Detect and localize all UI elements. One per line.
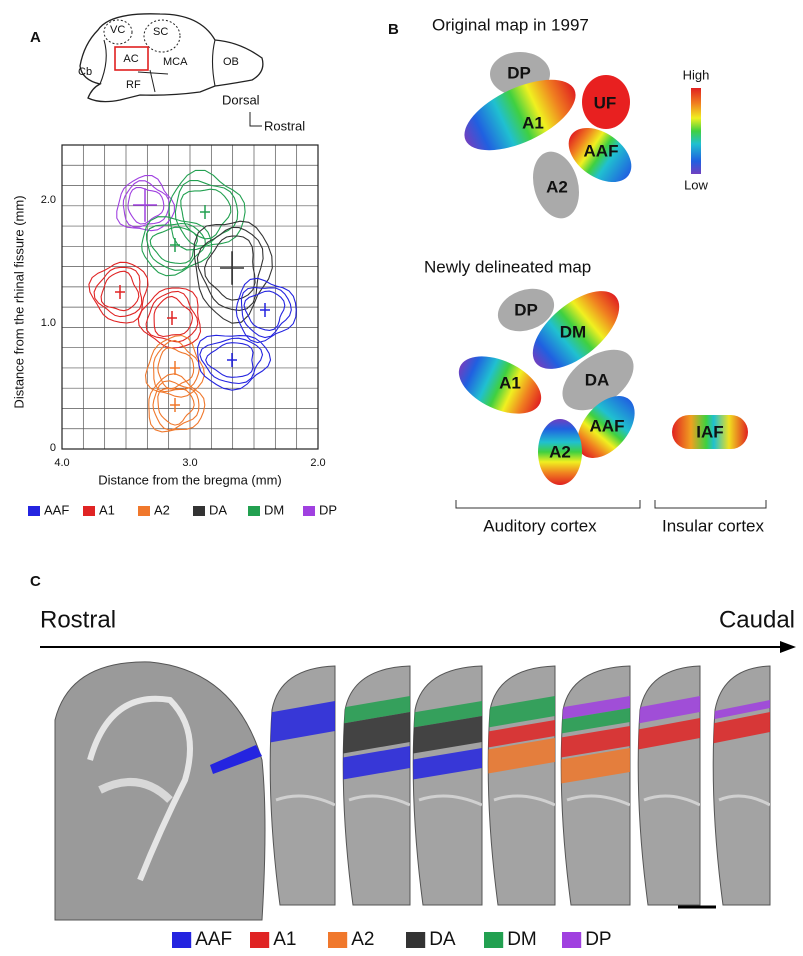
panel-label: B xyxy=(388,21,399,38)
center-cross xyxy=(170,398,180,412)
figure: A VC SC AC MCA OB Cb RF Dorsal Rostral 4… xyxy=(0,0,803,956)
x-tick-label: 2.0 xyxy=(310,457,325,469)
legend-label: A2 xyxy=(351,929,374,950)
contours xyxy=(89,170,296,432)
center-cross xyxy=(133,188,157,222)
legend-swatch xyxy=(484,932,503,948)
legend-swatch xyxy=(83,506,95,516)
panel-a: A VC SC AC MCA OB Cb RF Dorsal Rostral 4… xyxy=(11,14,337,518)
contour xyxy=(198,335,271,390)
panel-c: C Rostral Caudal AAF A1 A2 DA DM DP xyxy=(30,573,796,950)
legend-swatch xyxy=(193,506,205,516)
brain-line xyxy=(213,40,216,86)
brain-line xyxy=(100,40,106,84)
y-tick-label: 1.0 xyxy=(41,317,56,329)
legend-swatch xyxy=(172,932,191,948)
schematic-label: VC xyxy=(110,24,125,36)
section xyxy=(413,666,482,905)
legend-swatch xyxy=(303,506,315,516)
schematic-label: SC xyxy=(153,26,168,38)
area-label: A2 xyxy=(549,442,571,461)
area-label: A1 xyxy=(522,113,544,132)
center-cross xyxy=(170,361,180,375)
legend-label: DP xyxy=(585,929,611,950)
area-label: AAF xyxy=(590,416,625,435)
bracket xyxy=(456,500,766,508)
area-label: DP xyxy=(507,63,531,82)
legend-swatch xyxy=(28,506,40,516)
legend-label: DP xyxy=(319,502,337,517)
bracket-label: Insular cortex xyxy=(662,516,765,535)
arrow-head xyxy=(780,641,796,653)
y-tick-label: 0 xyxy=(50,442,56,454)
legend-label: DA xyxy=(209,502,227,517)
legend-label: AAF xyxy=(195,929,232,950)
center-cross xyxy=(260,303,270,317)
legend-label: DM xyxy=(264,502,284,517)
direction-label: Rostral xyxy=(40,606,116,633)
center-cross xyxy=(227,353,237,367)
area-label: IAF xyxy=(696,422,723,441)
bracket-label: Auditory cortex xyxy=(483,516,597,535)
legend-swatch xyxy=(138,506,150,516)
area-label: UF xyxy=(594,93,617,112)
panel-b: B Original map in 1997 DP A1 UF AAF A2 H… xyxy=(388,15,766,535)
legend-label: A2 xyxy=(154,502,170,517)
y-tick-label: 2.0 xyxy=(41,194,56,206)
legend-label: DA xyxy=(429,929,456,950)
area-label: DM xyxy=(560,322,586,341)
schematic-label: AC xyxy=(123,53,138,65)
contour xyxy=(154,297,192,337)
legend-swatch xyxy=(562,932,581,948)
schematic-label: MCA xyxy=(163,56,188,68)
panel-label: A xyxy=(30,29,41,46)
x-axis-label: Distance from the bregma (mm) xyxy=(98,472,282,487)
orientation-axes xyxy=(250,112,262,126)
area-label: AAF xyxy=(584,141,619,160)
legend-swatch xyxy=(328,932,347,948)
direction-label: Caudal xyxy=(719,606,795,633)
legend-label: AAF xyxy=(44,502,69,517)
map-title: Newly delineated map xyxy=(424,257,591,276)
area-label: A1 xyxy=(499,373,521,392)
map-title: Original map in 1997 xyxy=(432,15,589,34)
contour xyxy=(149,374,205,432)
x-tick-label: 4.0 xyxy=(54,457,69,469)
legend: AAF A1 A2 DA DM DP xyxy=(172,929,612,950)
center-cross xyxy=(170,238,180,252)
schematic-label: Cb xyxy=(78,66,92,78)
area-label: A2 xyxy=(546,177,568,196)
schematic-label: RF xyxy=(126,79,141,91)
panel-label: C xyxy=(30,573,41,590)
legend-swatch xyxy=(248,506,260,516)
legend-swatch xyxy=(250,932,269,948)
legend-label: A1 xyxy=(273,929,296,950)
colorbar xyxy=(691,88,701,174)
brain-line xyxy=(138,70,168,92)
colorbar-label: Low xyxy=(684,177,708,192)
legend: AAF A1 A2 DA DM DP xyxy=(28,502,337,517)
legend-label: DM xyxy=(507,929,537,950)
schematic-label: OB xyxy=(223,56,239,68)
y-axis-label: Distance from the rhinal fissure (mm) xyxy=(11,195,26,408)
legend-label: A1 xyxy=(99,502,115,517)
colorbar-label: High xyxy=(683,67,710,82)
contour xyxy=(181,189,231,239)
center-cross xyxy=(220,251,244,285)
area-label: DA xyxy=(585,370,610,389)
center-cross xyxy=(200,205,210,219)
section xyxy=(270,666,335,905)
area-label: DP xyxy=(514,300,538,319)
orientation-label: Dorsal xyxy=(222,92,260,107)
legend-swatch xyxy=(406,932,425,948)
orientation-label: Rostral xyxy=(264,118,305,133)
contour xyxy=(169,170,245,250)
sections xyxy=(267,666,770,905)
x-tick-label: 3.0 xyxy=(182,457,197,469)
